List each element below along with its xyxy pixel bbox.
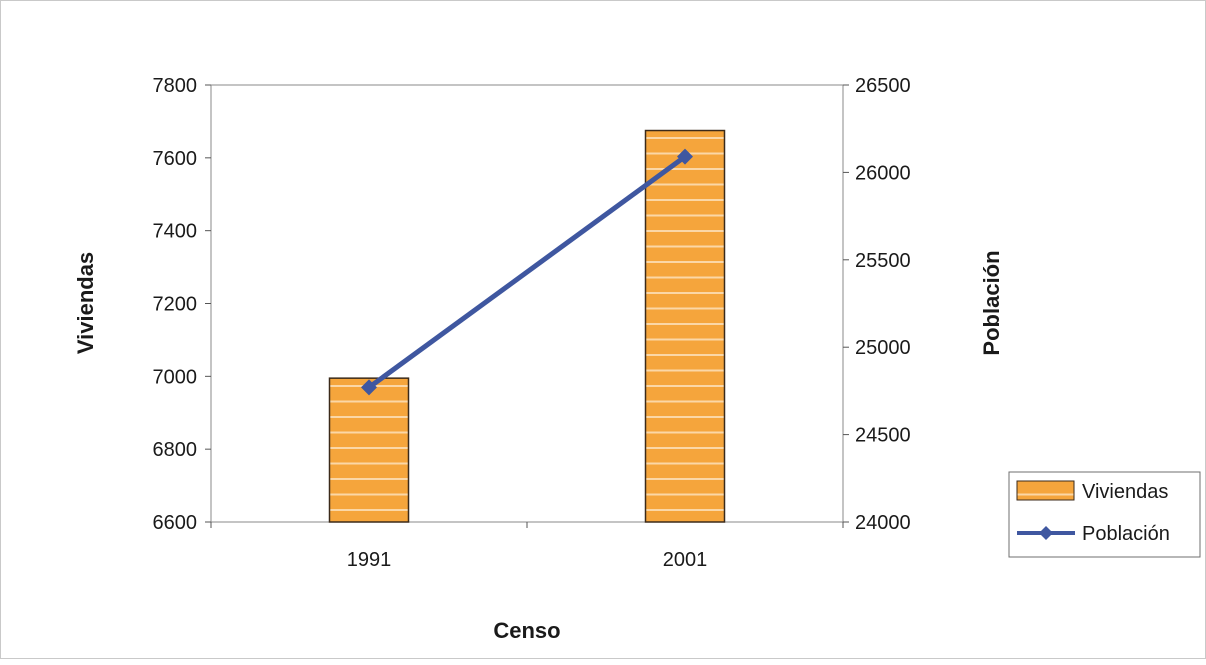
y-axis-title: Viviendas	[73, 252, 98, 354]
bar-viviendas-1991	[328, 377, 410, 523]
plot-area	[210, 84, 844, 523]
bar-viviendas-2001	[644, 129, 726, 523]
y2-axis-tick-label: 24000	[855, 512, 911, 534]
y-axis-tick-label: 6800	[153, 439, 198, 461]
y2-axis-tick-label: 24500	[855, 425, 911, 447]
y2-axis-tick-label: 25000	[855, 337, 911, 359]
y-axis-tick-label: 6600	[153, 512, 198, 534]
x-axis-tick-label: 1991	[347, 549, 392, 571]
y-axis-tick-label: 7800	[153, 75, 198, 97]
y2-axis-tick-label: 25500	[855, 250, 911, 272]
x-axis-tick-label: 2001	[663, 549, 708, 571]
legend-swatch-viviendas	[1016, 480, 1075, 501]
y-axis-tick-label: 7200	[153, 294, 198, 316]
legend-label-poblacion: Población	[1082, 523, 1170, 545]
y-axis-tick-label: 7000	[153, 366, 198, 388]
point-poblacion-2001	[677, 148, 693, 165]
legend-label-viviendas: Viviendas	[1082, 481, 1168, 503]
line-poblacion	[367, 154, 687, 390]
legend-marker-poblacion	[1039, 526, 1053, 540]
y2-axis-tick-label: 26500	[855, 75, 911, 97]
y2-axis-title: Población	[979, 250, 1004, 355]
y2-axis-tick-label: 26000	[855, 162, 911, 184]
y-axis-tick-label: 7600	[153, 148, 198, 170]
y-axis-tick-label: 7400	[153, 221, 198, 243]
legend: Viviendas Población	[1008, 471, 1201, 558]
point-poblacion-1991	[361, 379, 377, 396]
x-axis-title: Censo	[493, 618, 560, 643]
